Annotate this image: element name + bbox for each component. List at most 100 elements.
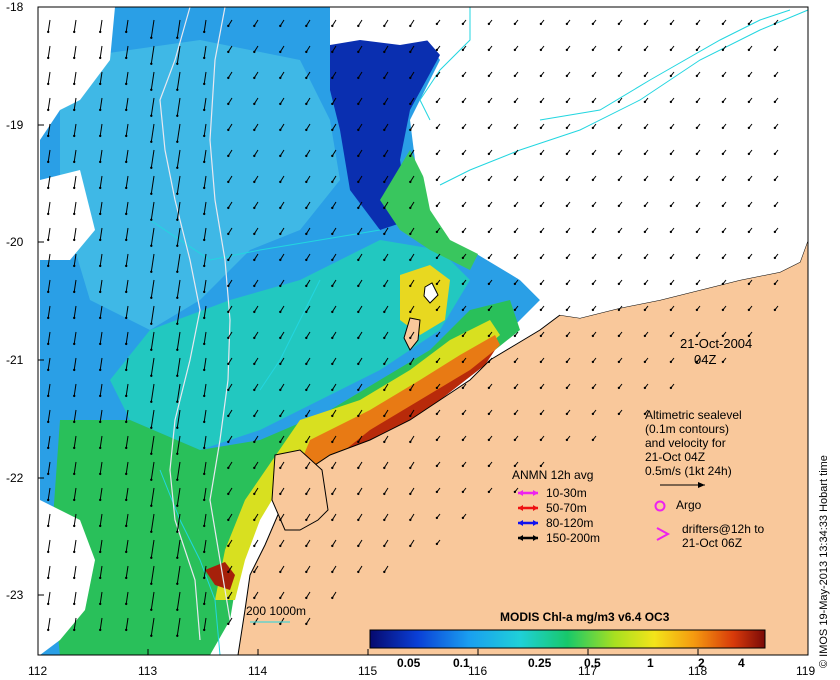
velocity-arrow-head (331, 388, 334, 392)
velocity-arrow (203, 279, 207, 292)
velocity-arrow-head (305, 388, 308, 392)
velocity-arrow-head (227, 76, 230, 80)
velocity-arrow-head (47, 186, 50, 190)
velocity-arrow-head (253, 128, 256, 132)
velocity-arrow-head (435, 464, 439, 468)
velocity-arrow-head (591, 126, 595, 130)
velocity-arrow-head (73, 108, 76, 112)
velocity-arrow (150, 513, 155, 532)
altimetry-line: and velocity for (645, 436, 726, 450)
velocity-arrow-head (461, 490, 465, 494)
velocity-arrow-head (331, 492, 334, 496)
velocity-arrow-head (721, 74, 725, 78)
velocity-arrow-head (617, 230, 621, 234)
lon-label: 115 (358, 664, 378, 678)
velocity-arrow (176, 617, 181, 636)
velocity-arrow-head (565, 22, 569, 26)
velocity-arrow (99, 539, 103, 552)
velocity-arrow-head (203, 498, 206, 502)
velocity-arrow (73, 123, 77, 136)
velocity-arrow-head (253, 388, 256, 392)
velocity-arrow-head (513, 282, 517, 286)
velocity-arrow-head (203, 524, 206, 528)
drifters-label: 21-Oct 06Z (682, 536, 743, 550)
velocity-arrow-head (669, 152, 673, 156)
velocity-arrow-head (279, 336, 282, 340)
velocity-arrow-head (47, 134, 50, 138)
velocity-arrow-head (305, 414, 308, 418)
velocity-arrow-head (125, 238, 128, 242)
velocity-arrow-head (357, 310, 360, 314)
velocity-arrow-head (513, 438, 517, 442)
velocity-arrow-head (227, 180, 230, 184)
velocity-arrow-head (357, 128, 360, 132)
velocity-arrow-head (357, 102, 360, 106)
velocity-arrow-head (253, 518, 256, 522)
velocity-arrow-head (150, 36, 153, 39)
velocity-arrow (176, 201, 181, 220)
velocity-arrow-head (617, 204, 621, 208)
velocity-arrow-head (176, 140, 179, 143)
date-label: 21-Oct-2004 (680, 336, 753, 351)
velocity-arrow (203, 149, 207, 162)
velocity-arrow (203, 487, 207, 500)
velocity-arrow-head (669, 126, 673, 130)
velocity-arrow-head (695, 204, 699, 208)
velocity-arrow-head (773, 282, 777, 286)
velocity-arrow (99, 227, 103, 240)
velocity-arrow-head (125, 82, 128, 86)
velocity-arrow-head (409, 76, 412, 80)
velocity-arrow (73, 435, 77, 448)
velocity-arrow-head (539, 100, 543, 104)
velocity-arrow (150, 487, 155, 506)
velocity-arrow-head (279, 362, 282, 366)
velocity-arrow (203, 513, 207, 526)
velocity-arrow-head (73, 264, 76, 268)
velocity-arrow-head (331, 544, 334, 548)
velocity-arrow-head (435, 100, 439, 104)
velocity-arrow-head (409, 180, 412, 184)
velocity-arrow (203, 539, 207, 552)
velocity-arrow (73, 461, 77, 474)
velocity-arrow (176, 591, 181, 610)
velocity-arrow-head (513, 48, 517, 52)
velocity-arrow-head (99, 134, 102, 138)
velocity-arrow-head (409, 492, 412, 496)
velocity-arrow-head (279, 128, 282, 132)
velocity-arrow-head (253, 102, 256, 106)
velocity-arrow-head (487, 438, 491, 442)
velocity-arrow-head (227, 206, 230, 210)
velocity-arrow-head (747, 74, 751, 78)
velocity-arrow (47, 591, 51, 604)
velocity-arrow-head (150, 634, 153, 637)
velocity-arrow-head (591, 360, 595, 364)
velocity-arrow-head (253, 206, 256, 210)
velocity-arrow-head (669, 386, 673, 390)
colorbar (369, 629, 766, 649)
velocity-arrow (125, 617, 129, 630)
velocity-arrow-head (176, 634, 179, 637)
velocity-arrow-head (695, 308, 699, 312)
velocity-arrow-head (513, 126, 517, 130)
velocity-arrow-head (591, 282, 595, 286)
bathy-legend-label: 200 1000m (246, 604, 307, 618)
velocity-arrow-head (125, 394, 128, 398)
velocity-arrow-head (73, 186, 76, 190)
altimetry-line: (0.1m contours) (645, 422, 730, 436)
velocity-arrow-head (721, 308, 725, 312)
velocity-arrow-head (47, 56, 50, 60)
velocity-arrow (176, 539, 181, 558)
velocity-arrow-head (617, 22, 621, 26)
velocity-arrow-head (203, 134, 206, 138)
velocity-arrow (99, 97, 103, 110)
velocity-arrow-head (539, 22, 543, 26)
velocity-arrow (203, 461, 207, 474)
velocity-arrow-head (99, 628, 102, 632)
velocity-arrow-head (203, 264, 206, 268)
cloud-nw (40, 7, 115, 140)
velocity-arrow-head (617, 360, 621, 364)
velocity-arrow-head (643, 74, 647, 78)
velocity-arrow-head (461, 100, 465, 104)
velocity-arrow-head (150, 140, 153, 143)
velocity-arrow-head (513, 152, 517, 156)
